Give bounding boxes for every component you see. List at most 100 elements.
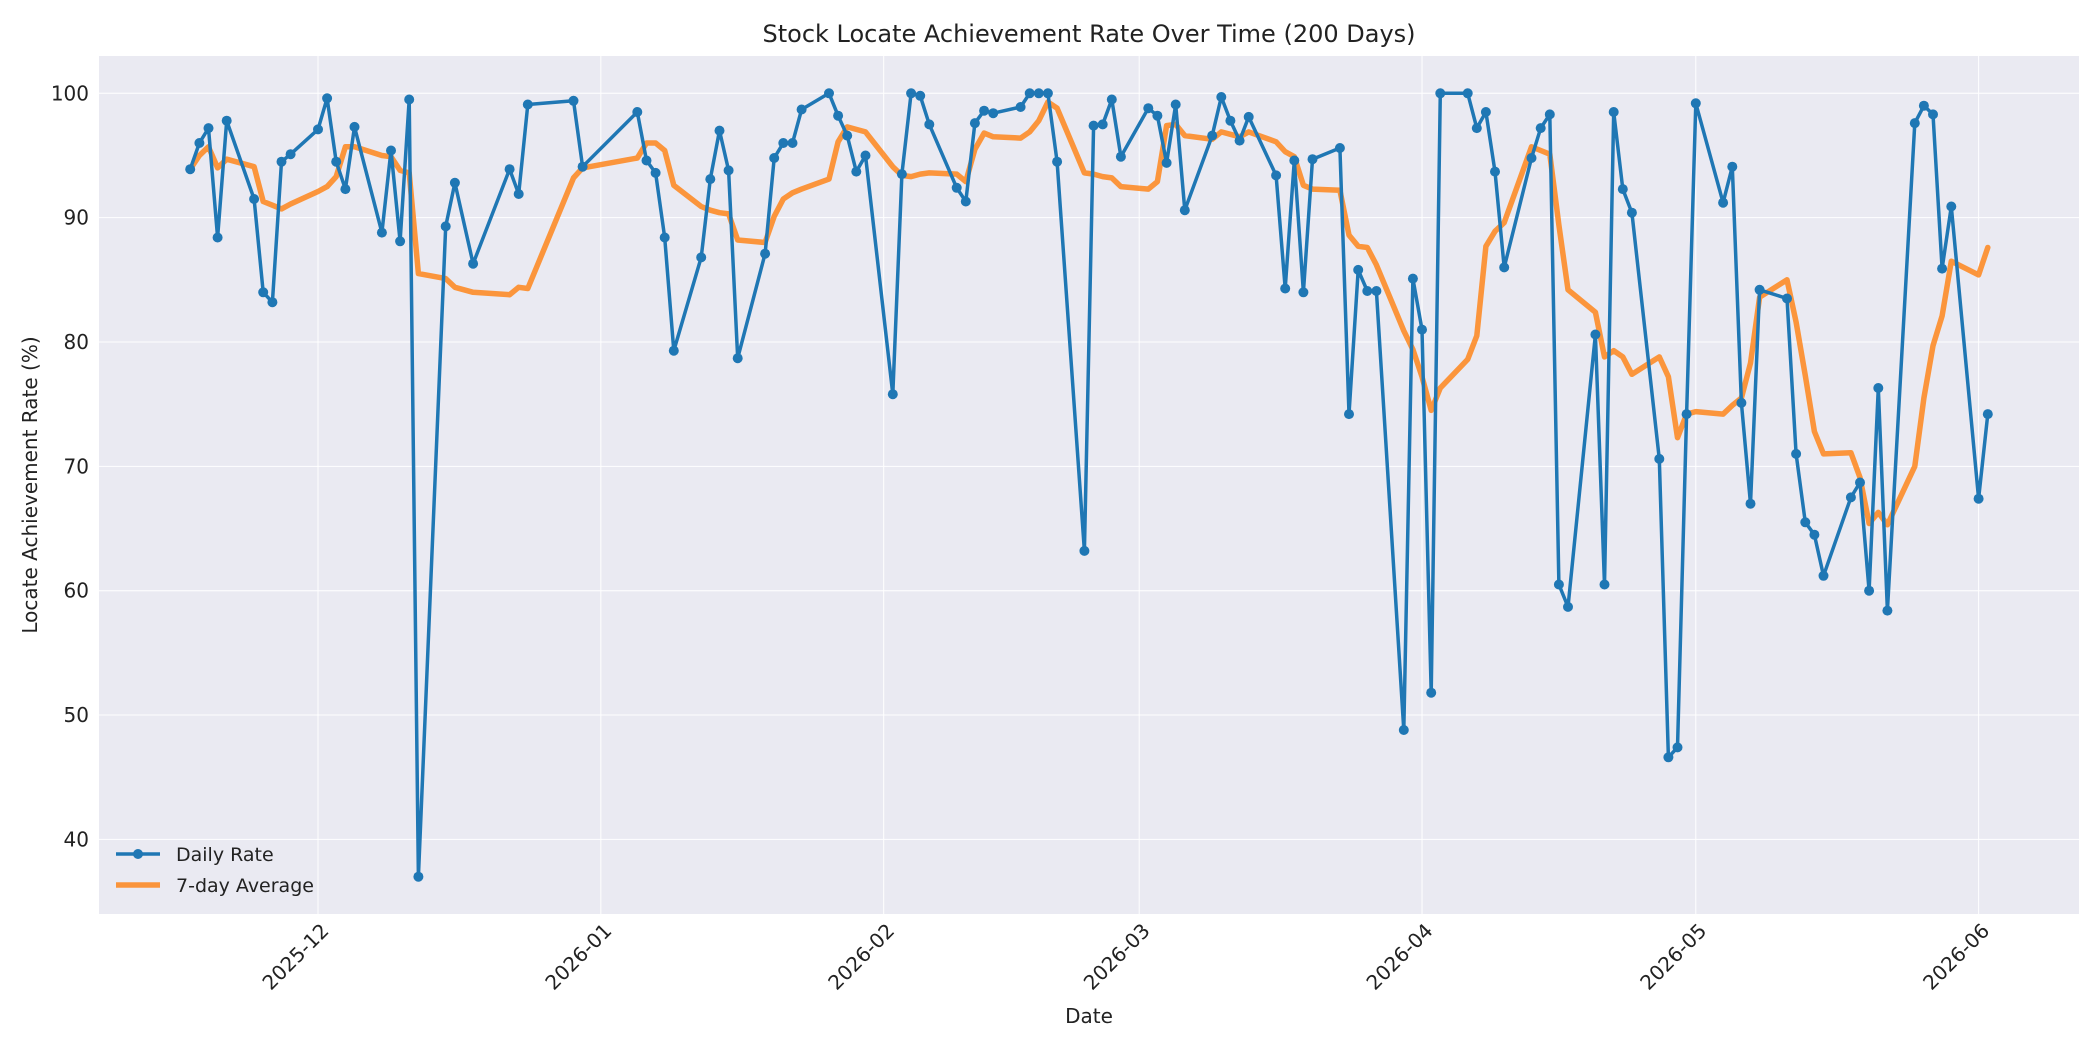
daily-rate-point — [1809, 529, 1820, 540]
daily-rate-point — [1344, 409, 1354, 420]
daily-rate-point — [349, 121, 360, 132]
daily-rate-point — [1042, 88, 1053, 99]
daily-rate-point — [1617, 184, 1628, 195]
daily-rate-point — [1818, 570, 1829, 581]
daily-rate-point — [1736, 397, 1747, 408]
daily-rate-point — [1426, 687, 1437, 698]
y-tick-label: 100 — [51, 81, 89, 105]
y-tick-label: 40 — [64, 827, 89, 851]
legend-7-day-average-label: 7-day Average — [176, 875, 314, 897]
y-tick-label: 50 — [64, 703, 89, 727]
daily-rate-point — [1398, 725, 1409, 735]
daily-rate-point — [1690, 98, 1701, 109]
daily-rate-point — [1417, 324, 1427, 335]
daily-rate-point — [659, 232, 670, 243]
x-tick-label: 2026-02 — [823, 919, 899, 995]
daily-rate-point — [1882, 605, 1893, 616]
daily-rate-point — [1608, 107, 1619, 117]
daily-rate-point — [376, 227, 387, 238]
daily-rate-point — [1544, 109, 1555, 120]
daily-rate-point — [568, 95, 579, 106]
daily-rate-point — [787, 138, 798, 148]
daily-rate-point — [760, 248, 771, 259]
daily-rate-point — [1298, 287, 1309, 298]
daily-rate-point — [1928, 109, 1938, 120]
daily-rate-point — [969, 118, 980, 129]
daily-rate-point — [1864, 585, 1875, 596]
daily-rate-point — [951, 182, 962, 193]
daily-rate-point — [1672, 742, 1683, 753]
daily-rate-point — [1106, 94, 1117, 105]
daily-rate-point — [212, 232, 223, 243]
daily-rate-point — [440, 221, 451, 232]
daily-rate-point — [769, 153, 780, 163]
daily-rate-point — [1307, 154, 1318, 165]
daily-rate-point — [1289, 155, 1300, 166]
daily-rate-point — [1216, 92, 1227, 102]
daily-rate-point — [668, 345, 679, 356]
daily-rate-point — [1115, 151, 1126, 162]
daily-rate-point — [1791, 448, 1802, 459]
daily-rate-point — [1480, 107, 1491, 117]
daily-rate-point — [1946, 201, 1957, 212]
daily-rate-point — [1015, 102, 1026, 112]
daily-rate-point — [641, 155, 652, 166]
daily-rate-point — [1718, 197, 1729, 208]
daily-rate-point — [1599, 579, 1610, 590]
daily-rate-point — [1462, 88, 1473, 99]
daily-rate-point — [449, 177, 460, 188]
legend-daily-rate-marker — [133, 849, 143, 859]
daily-rate-point — [1845, 492, 1856, 503]
chart-title: Stock Locate Achievement Rate Over Time … — [762, 20, 1415, 48]
daily-rate-point — [513, 189, 524, 199]
daily-rate-point — [979, 105, 990, 116]
x-tick-label: 2026-03 — [1079, 919, 1155, 995]
daily-rate-point — [723, 165, 734, 176]
daily-rate-point — [1079, 545, 1090, 556]
daily-rate-point — [522, 99, 533, 110]
daily-rate-point — [1535, 123, 1546, 134]
daily-rate-point — [1097, 119, 1108, 130]
daily-rate-point — [386, 145, 396, 156]
daily-rate-point — [577, 161, 588, 172]
daily-rate-point — [1654, 453, 1665, 464]
daily-rate-point — [404, 94, 415, 105]
daily-rate-point — [194, 138, 205, 148]
daily-rate-point — [1526, 153, 1537, 163]
daily-rate-point — [1626, 207, 1637, 218]
seven-day-average-line — [187, 99, 1991, 528]
daily-rate-point — [1179, 205, 1190, 216]
y-tick-label: 90 — [64, 206, 89, 230]
daily-rate-point — [1362, 286, 1373, 296]
daily-rate-point — [276, 156, 287, 167]
daily-rate-point — [915, 90, 926, 101]
daily-rate-point — [504, 164, 515, 175]
daily-rate-point — [1334, 143, 1345, 153]
daily-rate-point — [1161, 157, 1172, 168]
daily-rate-point — [340, 184, 351, 195]
daily-rate-point — [1170, 99, 1181, 110]
daily-rate-point — [1973, 493, 1984, 504]
daily-rate-point — [1435, 88, 1446, 99]
daily-rate-point — [1280, 283, 1291, 294]
series-layer — [185, 88, 1993, 882]
daily-rate-point — [267, 297, 278, 308]
daily-rate-point — [1225, 115, 1236, 126]
daily-rate-point — [796, 104, 807, 115]
daily-rate-point — [988, 108, 999, 119]
daily-rate-point — [906, 88, 917, 99]
daily-rate-point — [960, 196, 971, 207]
daily-rate-point — [1590, 329, 1601, 340]
daily-rate-point — [285, 149, 296, 160]
daily-rate-point — [696, 252, 707, 263]
daily-rate-point — [1207, 130, 1218, 141]
daily-rate-point — [1052, 156, 1063, 167]
daily-rate-point — [896, 169, 907, 180]
y-tick-label: 60 — [64, 579, 89, 603]
x-tick-label: 2025-12 — [257, 919, 333, 995]
daily-rate-point — [1152, 110, 1163, 121]
daily-rate-point — [1490, 166, 1500, 177]
daily-rate-point — [650, 167, 661, 178]
daily-rate-point — [1353, 264, 1364, 275]
daily-rate-point — [1033, 88, 1044, 99]
